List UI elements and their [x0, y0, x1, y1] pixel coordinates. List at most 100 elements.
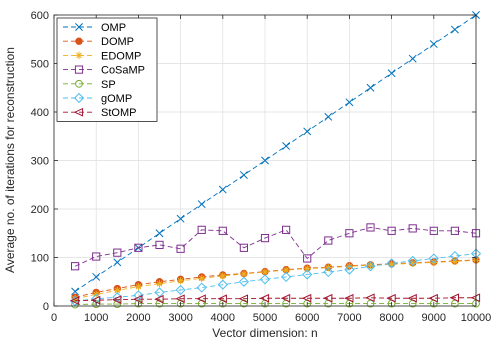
data-point-omp: [303, 127, 312, 136]
data-point-edomp: [113, 286, 121, 295]
legend-marker: [73, 92, 85, 104]
legend-marker: [75, 23, 83, 31]
data-point-edomp: [409, 259, 417, 267]
data-point-gomp: [323, 266, 334, 278]
series-gomp: [69, 248, 482, 307]
data-point-gomp: [238, 276, 250, 287]
data-point-cosamp: [260, 234, 270, 243]
y-tick-label: 100: [31, 253, 49, 265]
data-point-stomp: [154, 294, 164, 304]
data-point-edomp: [282, 266, 290, 274]
data-point-gomp: [344, 264, 355, 275]
data-point-omp: [387, 69, 396, 78]
data-point-omp: [324, 112, 333, 121]
data-point-omp: [261, 156, 269, 165]
legend-item-omp: OMP: [63, 22, 126, 34]
legend-label: CoSaMP: [101, 65, 145, 77]
x-tick-label: 3000: [168, 312, 192, 324]
data-point-omp: [429, 40, 438, 49]
x-tick-label: 7000: [337, 312, 361, 324]
data-point-edomp: [261, 268, 269, 276]
data-point-cosamp: [387, 226, 396, 235]
data-point-cosamp: [92, 252, 101, 261]
data-point-cosamp: [345, 229, 354, 238]
series-group: [69, 11, 482, 309]
legend-marker: [75, 51, 83, 59]
data-point-stomp: [323, 293, 333, 303]
data-point-gomp: [133, 290, 144, 301]
data-point-gomp: [386, 258, 397, 269]
data-point-omp: [176, 214, 185, 223]
data-point-gomp: [196, 282, 207, 293]
legend-label: SP: [101, 79, 116, 91]
data-point-stomp: [428, 293, 438, 303]
data-point-omp: [113, 258, 122, 267]
data-point-cosamp: [218, 226, 227, 235]
data-point-edomp: [388, 260, 396, 268]
data-point-omp: [345, 98, 354, 107]
legend-label: OMP: [101, 22, 126, 34]
data-point-stomp: [386, 293, 396, 303]
x-tick-label: 4000: [211, 312, 235, 324]
data-point-edomp: [303, 265, 311, 273]
data-point-stomp: [449, 293, 459, 303]
data-point-cosamp: [197, 225, 206, 234]
legend-marker: [74, 65, 84, 74]
data-point-cosamp: [71, 262, 80, 271]
data-point-omp: [408, 54, 417, 63]
x-axis-title: Vector dimension: n: [212, 326, 317, 340]
data-point-omp: [450, 25, 459, 34]
data-point-stomp: [280, 293, 291, 303]
legend-label: DOMP: [101, 36, 134, 48]
axis-ticks: 0 1000 2000 3000 4000 5000 6000 7000 8000 9000 100…: [31, 10, 492, 324]
x-tick-label: 5000: [253, 312, 277, 324]
data-point-sp: [155, 299, 164, 308]
legend-item-gomp: gOMP: [63, 92, 132, 105]
data-point-stomp: [196, 294, 206, 304]
data-point-gomp: [449, 250, 461, 262]
data-point-gomp: [428, 253, 439, 264]
data-point-cosamp: [282, 225, 291, 234]
legend-item-stomp: StOMP: [63, 107, 136, 119]
data-point-cosamp: [113, 248, 122, 257]
data-point-edomp: [155, 280, 164, 288]
data-point-cosamp: [324, 236, 333, 245]
data-point-edomp: [134, 283, 142, 291]
legend-marker: [75, 37, 83, 45]
data-point-cosamp: [450, 226, 459, 235]
data-point-stomp: [69, 296, 80, 306]
data-point-stomp: [238, 294, 248, 304]
data-point-edomp: [219, 272, 227, 280]
legend-item-edomp: EDOMP: [63, 50, 141, 62]
data-point-stomp: [133, 294, 143, 304]
data-point-omp: [155, 229, 164, 238]
data-point-gomp: [259, 274, 271, 285]
y-tick-label: 500: [31, 59, 49, 71]
data-point-edomp: [451, 257, 459, 265]
data-point-gomp: [365, 261, 376, 272]
x-tick-label: 8000: [379, 312, 403, 324]
data-point-omp: [366, 83, 375, 92]
data-point-stomp: [301, 293, 312, 303]
data-point-omp: [282, 141, 291, 150]
x-tick-label: 2000: [126, 312, 150, 324]
data-point-edomp: [366, 261, 375, 269]
data-point-cosamp: [239, 243, 249, 252]
data-point-cosamp: [176, 244, 185, 253]
legend-item-cosamp: CoSaMP: [63, 65, 145, 77]
data-point-stomp: [365, 293, 375, 303]
data-point-stomp: [112, 295, 122, 305]
y-tick-label: 0: [43, 301, 49, 313]
y-tick-label: 200: [31, 204, 49, 216]
legend-label: StOMP: [101, 107, 136, 119]
legend-item-sp: SP: [63, 79, 116, 91]
legend-item-domp: DOMP: [63, 36, 134, 48]
legend-marker: [75, 79, 83, 88]
y-tick-label: 400: [31, 107, 49, 119]
data-point-sp: [113, 300, 122, 308]
y-axis-title: Average no. of iterations for reconstruc…: [3, 47, 17, 273]
data-point-edomp: [240, 270, 248, 278]
legend-label: EDOMP: [101, 50, 141, 62]
data-point-stomp: [175, 294, 185, 304]
